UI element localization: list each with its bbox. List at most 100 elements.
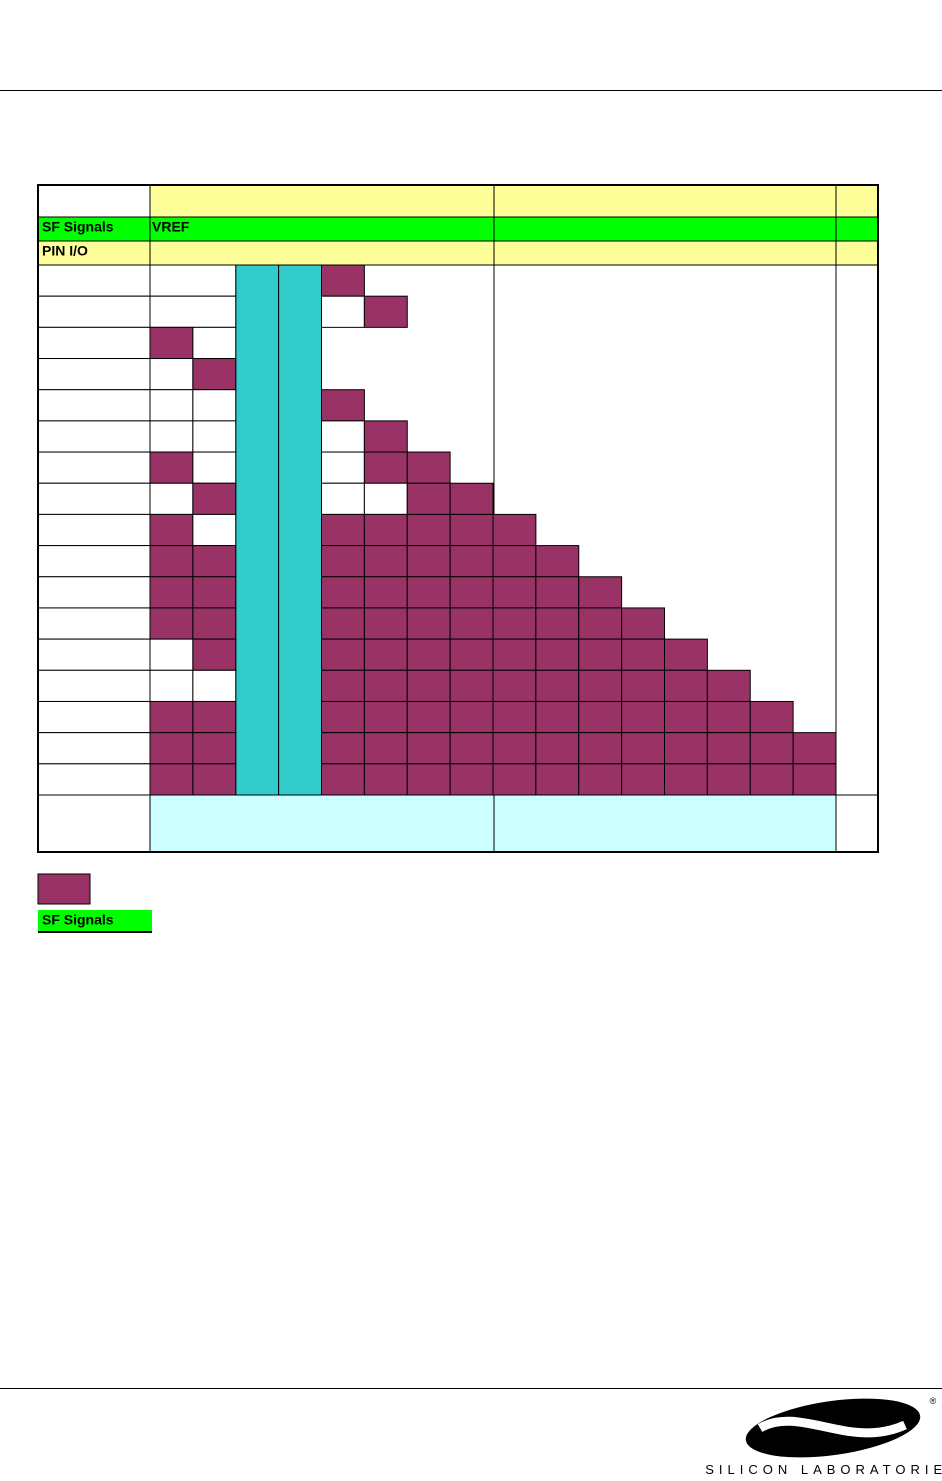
cell xyxy=(792,732,837,765)
cell xyxy=(321,295,365,328)
cell xyxy=(192,545,237,578)
cell xyxy=(149,295,237,328)
cell xyxy=(149,700,194,734)
cell xyxy=(149,482,194,515)
cell xyxy=(149,264,237,297)
cell xyxy=(749,732,794,765)
cell xyxy=(406,669,451,702)
cell xyxy=(706,669,751,702)
summary-cell xyxy=(493,794,837,853)
summary-cell xyxy=(149,794,495,853)
cell xyxy=(321,264,365,297)
row-label-cell xyxy=(37,420,151,453)
cell xyxy=(706,700,751,734)
cell xyxy=(321,700,365,734)
cell xyxy=(664,638,708,671)
cell xyxy=(149,638,194,671)
row-label-cell xyxy=(37,326,151,360)
logo: ® SILICON LABORATORIES xyxy=(705,1396,942,1477)
cell xyxy=(578,732,623,765)
cell xyxy=(621,732,665,765)
cell xyxy=(492,763,537,796)
row-label-cell xyxy=(37,638,151,671)
cell xyxy=(192,638,237,671)
cell xyxy=(749,763,794,796)
cell xyxy=(192,451,237,484)
header-cell xyxy=(37,184,151,218)
cell xyxy=(492,576,537,609)
row-label: PIN I/O xyxy=(42,243,88,259)
cell xyxy=(706,732,751,765)
cell xyxy=(406,482,451,515)
cell xyxy=(192,669,237,702)
row-label-cell xyxy=(37,794,151,853)
cell xyxy=(192,482,237,515)
pin-cell xyxy=(37,240,151,266)
cell xyxy=(406,607,451,640)
cell xyxy=(578,669,623,702)
cell xyxy=(363,576,408,609)
cell xyxy=(578,607,623,640)
crossbar-table xyxy=(37,184,879,853)
cell xyxy=(492,732,537,765)
cell xyxy=(363,607,408,640)
cell xyxy=(149,420,194,453)
table-border xyxy=(37,184,879,853)
row-label-cell xyxy=(37,763,151,796)
cell xyxy=(149,576,194,609)
cell xyxy=(363,732,408,765)
cell xyxy=(621,638,665,671)
cell xyxy=(321,576,365,609)
region xyxy=(835,264,879,796)
cell xyxy=(492,700,537,734)
cell-text: VREF xyxy=(152,219,190,235)
cell xyxy=(363,295,408,328)
cell xyxy=(363,700,408,734)
cell xyxy=(321,638,365,671)
cell xyxy=(321,669,365,702)
cell xyxy=(321,389,365,422)
signal-cell xyxy=(493,216,837,242)
cell xyxy=(149,326,194,360)
cell xyxy=(621,669,665,702)
cell xyxy=(406,451,451,484)
cell xyxy=(706,763,751,796)
cell xyxy=(321,545,365,578)
cell xyxy=(149,358,194,391)
cell xyxy=(535,763,580,796)
cell xyxy=(321,732,365,765)
cell xyxy=(449,545,494,578)
cell xyxy=(449,607,494,640)
row-label-cell xyxy=(37,700,151,734)
cell xyxy=(192,700,237,734)
cell xyxy=(406,700,451,734)
cell xyxy=(321,420,365,453)
cell xyxy=(363,482,408,515)
cell xyxy=(664,700,708,734)
cell xyxy=(664,669,708,702)
row-label-cell xyxy=(37,358,151,391)
cell xyxy=(578,638,623,671)
signal-cell xyxy=(835,216,879,242)
row-label-cell xyxy=(37,607,151,640)
cell xyxy=(449,763,494,796)
cell xyxy=(492,638,537,671)
cell xyxy=(363,451,408,484)
cell xyxy=(492,607,537,640)
cell xyxy=(321,513,365,547)
cell xyxy=(149,763,194,796)
summary-cell xyxy=(835,794,879,853)
trademark: ® xyxy=(930,1396,937,1406)
cell xyxy=(192,389,237,422)
cell xyxy=(406,732,451,765)
cell xyxy=(192,420,237,453)
cell xyxy=(749,700,794,734)
row-label-cell xyxy=(37,389,151,422)
cell xyxy=(535,607,580,640)
cell xyxy=(363,638,408,671)
cell xyxy=(492,669,537,702)
cell xyxy=(578,576,623,609)
cell xyxy=(578,763,623,796)
cell xyxy=(492,513,537,547)
